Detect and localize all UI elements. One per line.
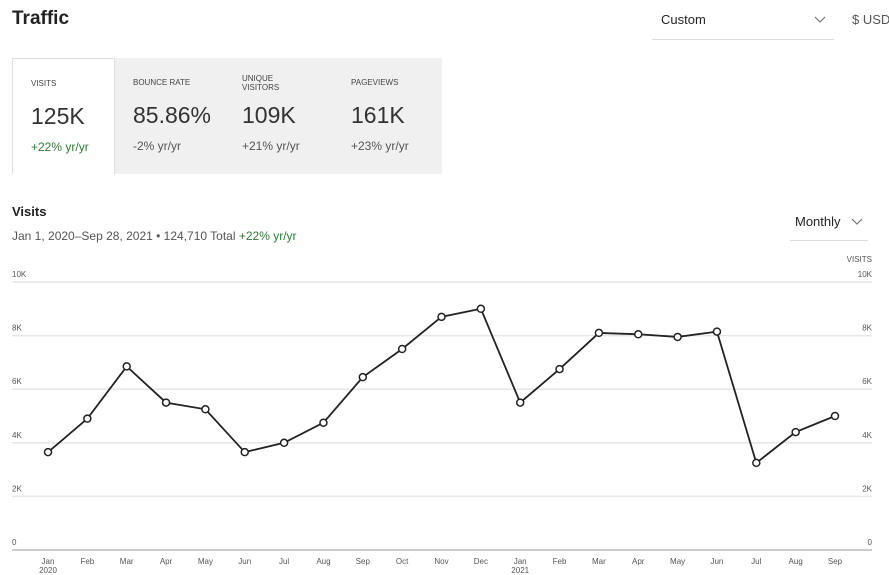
point — [830, 411, 840, 421]
y2-tick-label: 8K — [862, 324, 872, 333]
y-tick-label: 10K — [12, 270, 27, 279]
y-tick-label: 6K — [12, 377, 22, 386]
x-tick-label: Feb — [553, 557, 567, 566]
metric-label: BOUNCE RATE — [133, 78, 191, 87]
metric-change: +21% yr/yr — [242, 139, 300, 153]
x-tick-label: Mar — [120, 557, 134, 566]
y-tick-label: 2K — [12, 484, 22, 493]
x-tick-label: Apr — [160, 557, 173, 566]
point — [279, 438, 289, 448]
point — [397, 344, 407, 354]
point — [712, 327, 722, 336]
y2-tick-label: 6K — [862, 377, 872, 386]
x-tick-label: May — [198, 557, 213, 566]
y-tick-label: 0 — [12, 538, 17, 547]
x-tick-label: Apr — [632, 557, 645, 566]
dropdown-text: Monthly — [795, 214, 841, 229]
subtitle-text: Jan 1, 2020–Sep 28, 2021 • 124,710 Total — [12, 229, 236, 243]
chevron — [814, 16, 826, 23]
point — [161, 398, 171, 407]
metric-value: 85.86% — [133, 102, 212, 128]
chart-subtitle: Jan 1, 2020–Sep 28, 2021 • 124,710 Total… — [12, 229, 297, 243]
metric-label: VISITS — [31, 79, 57, 88]
point — [752, 458, 761, 468]
metric-tab[interactable]: PAGEVIEWS 161K +23% yr/yr — [333, 58, 442, 174]
metric-value: 109K — [242, 102, 296, 128]
currency[interactable]: $ USD — [852, 12, 889, 27]
x-tick-label: Aug — [789, 557, 803, 566]
point — [673, 332, 682, 342]
x-tick-label: Jul — [279, 557, 289, 566]
x-tick-label: Jun — [238, 557, 251, 566]
point — [122, 362, 131, 371]
x-tick-label: Nov — [434, 557, 448, 566]
metric-change: -2% yr/yr — [133, 139, 181, 153]
metric-change: +22% yr/yr — [31, 140, 89, 154]
x-tick-label: Aug — [316, 557, 330, 566]
metric-label: UNIQUE VISITORS — [242, 74, 280, 92]
x-tick-label: May — [670, 557, 685, 566]
y-tick-label: 4K — [12, 431, 22, 440]
point — [791, 427, 800, 437]
point — [555, 364, 564, 374]
x-tick-label: Jan — [42, 557, 55, 566]
subtitle-change: +22% yr/yr — [238, 229, 297, 243]
chevron — [851, 218, 863, 225]
y2-tick-label: 4K — [862, 431, 872, 440]
point — [83, 414, 92, 423]
metric-change: +23% yr/yr — [351, 139, 409, 153]
point — [240, 447, 249, 457]
dropdown-text: Custom — [661, 12, 706, 27]
page-title: Traffic — [12, 8, 70, 29]
point — [358, 372, 368, 382]
point — [437, 312, 446, 322]
y2-tick-label: 2K — [862, 484, 872, 493]
chart-title: Visits — [12, 204, 47, 219]
point — [515, 398, 525, 407]
point — [319, 418, 328, 427]
metric-value: 161K — [351, 102, 405, 128]
x-tick-label: Dec — [474, 557, 488, 566]
metric-value: 125K — [31, 103, 85, 129]
point — [201, 405, 210, 414]
metric-label: PAGEVIEWS — [351, 78, 399, 87]
metric-tab[interactable]: VISITS 125K +22% yr/yr — [12, 58, 115, 174]
interval-dropdown[interactable]: Monthly — [790, 202, 868, 241]
x-tick-label: Jan — [514, 557, 527, 566]
y2-axis-label: VISITS — [847, 255, 872, 264]
x-year-label: 2020 — [39, 566, 57, 575]
x-tick-label: Jun — [710, 557, 723, 566]
metric-tab[interactable]: BOUNCE RATE 85.86% -2% yr/yr — [115, 58, 224, 174]
x-tick-label: Jul — [751, 557, 761, 566]
date-range-dropdown[interactable]: Custom — [652, 0, 834, 40]
point — [594, 328, 604, 338]
x-year-label: 2021 — [511, 566, 529, 575]
metric-tab[interactable]: UNIQUE VISITORS 109K +21% yr/yr — [224, 58, 333, 174]
x-tick-label: Sep — [356, 557, 371, 566]
y2-tick-label: 0 — [868, 538, 873, 547]
x-tick-label: Feb — [80, 557, 94, 566]
point — [634, 330, 643, 339]
x-tick-label: Mar — [592, 557, 606, 566]
x-tick-label: Oct — [396, 557, 409, 566]
x-tick-label: Sep — [828, 557, 843, 566]
y-tick-label: 8K — [12, 324, 22, 333]
point — [43, 447, 53, 457]
y2-tick-label: 10K — [858, 270, 873, 279]
point — [476, 304, 486, 314]
